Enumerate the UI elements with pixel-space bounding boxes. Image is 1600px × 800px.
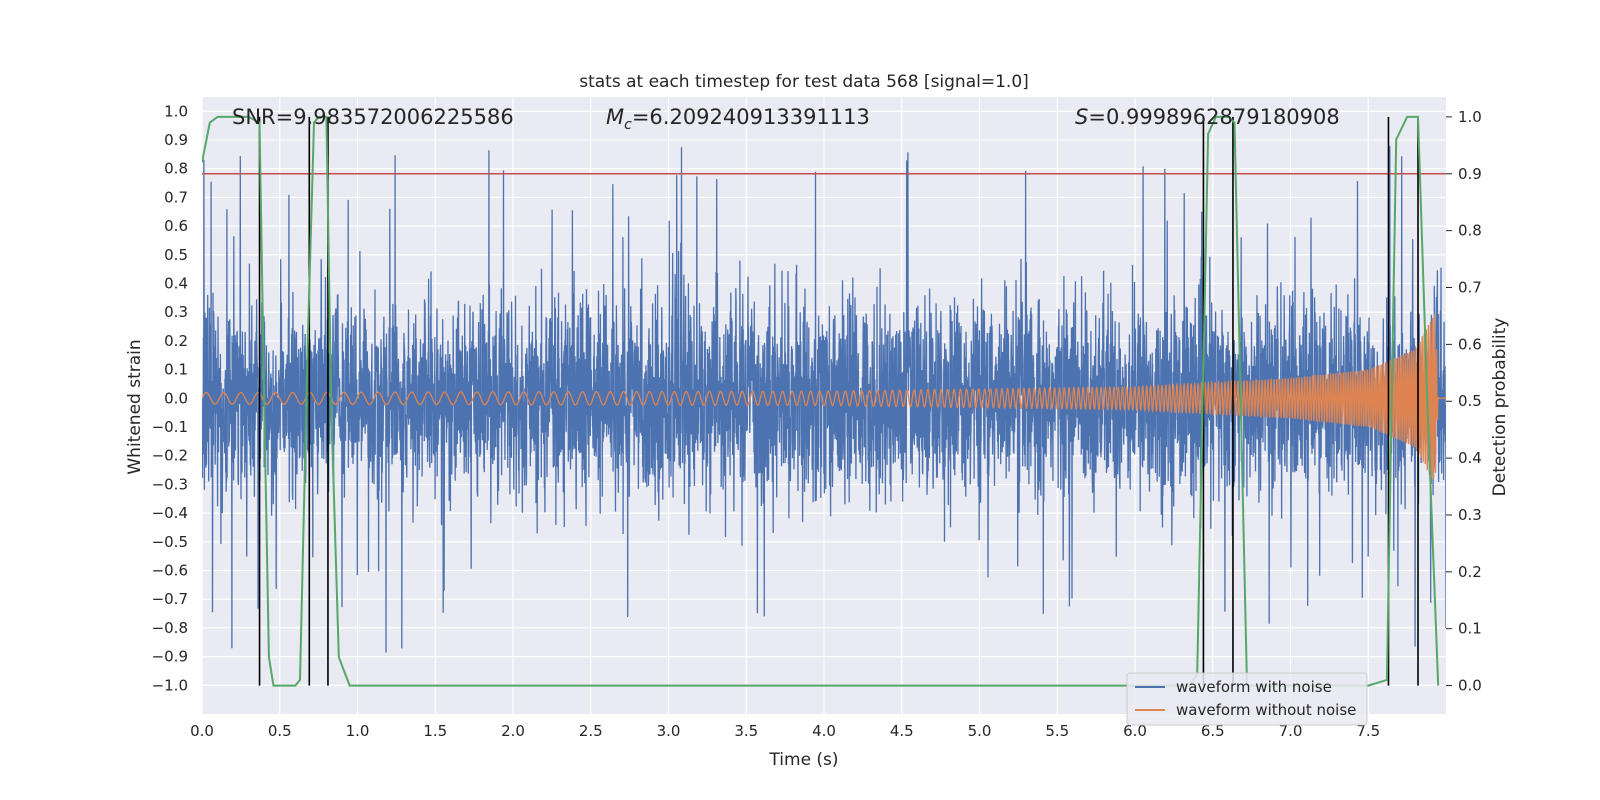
x-tick-label: 7.0 (1279, 722, 1303, 740)
snr-annotation: SNR=9.983572006225586 (232, 105, 514, 129)
y-tick-label: 1.0 (164, 102, 188, 120)
legend: waveform with noise waveform without noi… (1126, 672, 1368, 726)
y-tick-label: 0.0 (164, 389, 188, 407)
y-tick-label: 0.2 (164, 332, 188, 350)
x-tick-label: 3.0 (657, 722, 681, 740)
y-axis-label: Whitened strain (125, 339, 145, 474)
y2-tick-label: 1.0 (1458, 108, 1482, 126)
s-value: =0.9998962879180908 (1088, 105, 1339, 129)
legend-label-clean: waveform without noise (1176, 701, 1356, 719)
y-tick-label: −0.6 (152, 562, 188, 580)
y2-tick-label: 0.1 (1458, 620, 1482, 638)
x-axis-ticks: 0.0 0.5 1.0 1.5 2.0 2.5 3.0 3.5 4.0 4.5 5.0 5.5 6.0 6… (190, 722, 1380, 740)
y-tick-label: 0.6 (164, 217, 188, 235)
y-tick-label: −0.7 (152, 590, 188, 608)
y2-tick-label: 0.0 (1458, 677, 1482, 695)
y-tick-label: −1.0 (152, 676, 188, 694)
x-tick-label: 2.0 (501, 722, 525, 740)
x-tick-label: 7.5 (1356, 722, 1380, 740)
series-layer (202, 115, 1446, 687)
y2-tick-label: 0.5 (1458, 392, 1482, 410)
y-tick-label: 0.3 (164, 303, 188, 321)
y2-tick-label: 0.3 (1458, 506, 1482, 524)
x-tick-label: 4.5 (890, 722, 914, 740)
y-tick-label: −0.1 (152, 418, 188, 436)
x-tick-label: 3.5 (734, 722, 758, 740)
y-tick-label: −0.3 (152, 475, 188, 493)
y-tick-label: −0.2 (152, 447, 188, 465)
y2-tick-label: 0.2 (1458, 563, 1482, 581)
x-tick-label: 1.0 (346, 722, 370, 740)
x-tick-label: 6.5 (1201, 722, 1225, 740)
y-tick-label: 0.8 (164, 160, 188, 178)
y-tick-label: −0.8 (152, 619, 188, 637)
y-tick-label: 0.5 (164, 246, 188, 264)
chart-title: stats at each timestep for test data 568… (579, 72, 1029, 92)
y-tick-label: −0.4 (152, 504, 188, 522)
x-tick-label: 0.5 (268, 722, 292, 740)
mc-value: =6.209240913391113 (632, 105, 870, 129)
legend-box (1126, 672, 1368, 726)
plot-area (201, 97, 1446, 714)
y-axis-ticks: 1.0 0.9 0.8 0.7 0.6 0.5 0.4 0.3 0.2 0.1 0.0 −0.1 −0.… (152, 102, 188, 694)
series-detection-probability (202, 115, 1440, 687)
x-tick-label: 2.5 (579, 722, 603, 740)
annotations: SNR=9.983572006225586 Mc=6.2092409133911… (232, 105, 1340, 133)
y-tick-label: −0.9 (152, 648, 188, 666)
y2-tick-label: 0.7 (1458, 279, 1482, 297)
x-tick-label: 6.0 (1123, 722, 1147, 740)
y2-tick-label: 0.4 (1458, 449, 1482, 467)
mc-subscript: c (624, 117, 632, 133)
y2-axis-label: Detection probability (1490, 318, 1510, 497)
s-symbol: S (1075, 105, 1088, 129)
y2-tick-label: 0.9 (1458, 165, 1482, 183)
legend-label-noisy: waveform with noise (1176, 678, 1332, 696)
x-tick-label: 5.5 (1045, 722, 1069, 740)
x-tick-label: 0.0 (190, 722, 214, 740)
y-tick-label: 0.7 (164, 188, 188, 206)
s-annotation: S=0.9998962879180908 (1075, 105, 1340, 129)
x-tick-label: 5.0 (968, 722, 992, 740)
x-axis-label: Time (s) (768, 750, 838, 770)
series-waveform-without-noise (202, 313, 1446, 480)
mc-symbol: M (606, 105, 624, 129)
y-tick-label: 0.9 (164, 131, 188, 149)
y2-tick-label: 0.8 (1458, 222, 1482, 240)
y-tick-label: −0.5 (152, 533, 188, 551)
y-tick-label: 0.4 (164, 275, 188, 293)
y2-tick-label: 0.6 (1458, 335, 1482, 353)
x-tick-label: 1.5 (423, 722, 447, 740)
x-tick-label: 4.0 (812, 722, 836, 740)
y2-axis-ticks: 1.0 0.9 0.8 0.7 0.6 0.5 0.4 0.3 0.2 0.1 0.0 (1446, 108, 1482, 695)
chirp-mass-annotation: Mc=6.209240913391113 (606, 105, 870, 133)
y-tick-label: 0.1 (164, 361, 188, 379)
